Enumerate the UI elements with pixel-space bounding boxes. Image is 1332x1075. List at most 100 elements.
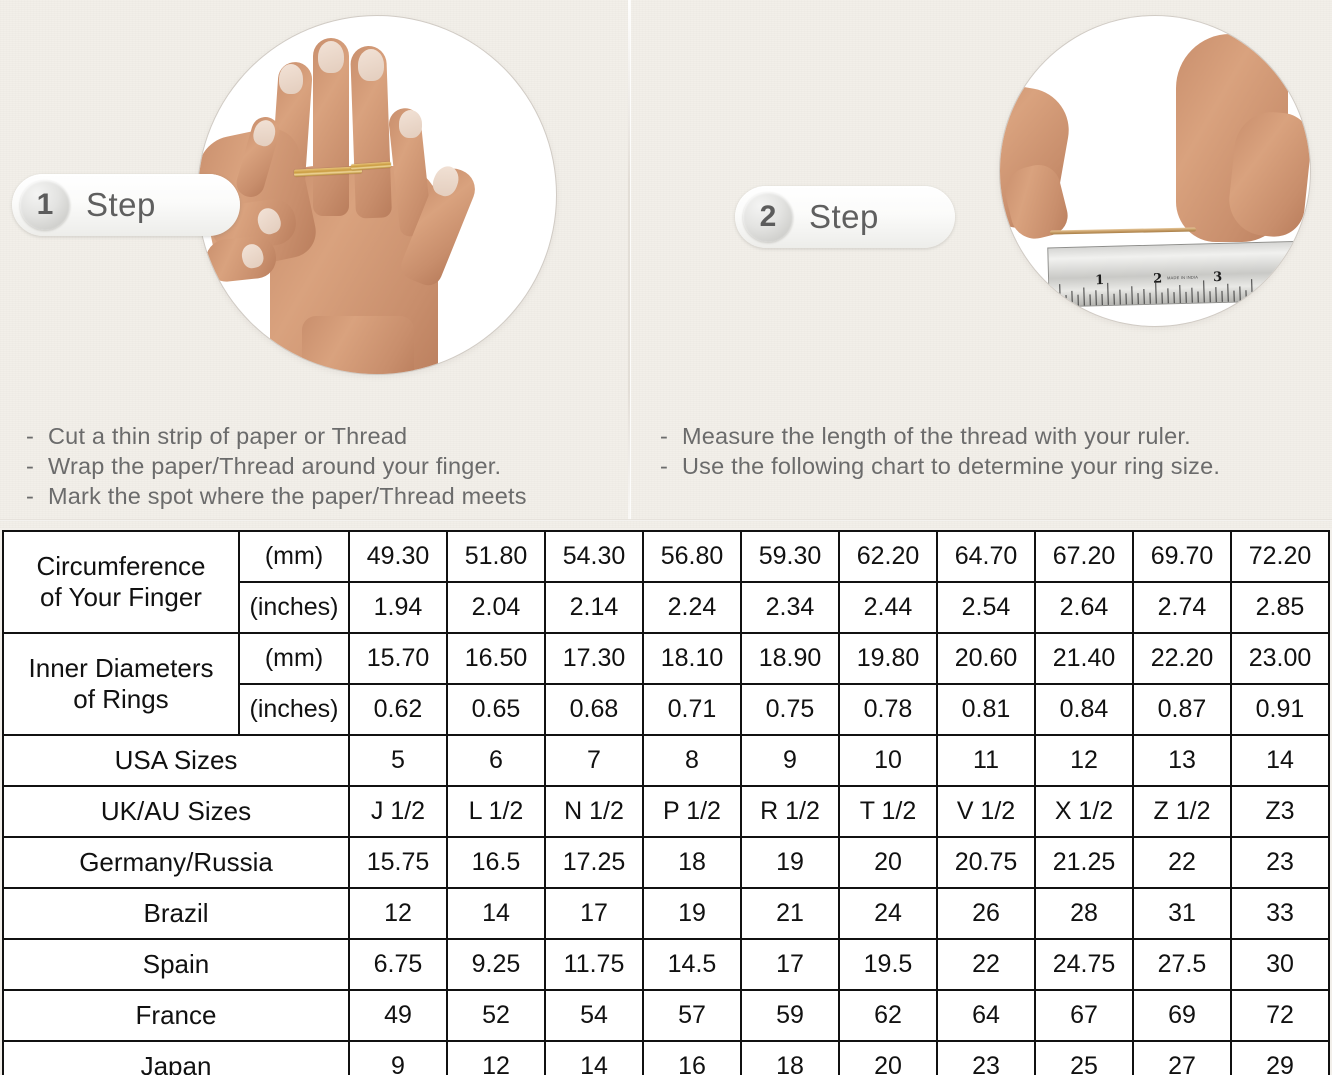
table-row: Circumference of Your Finger (mm) 49.30 51.8… [2,530,1330,634]
cell-brazil-4: 19 [642,887,742,940]
step-1-badge: 1 Step [12,174,240,236]
cell-inner-diameters-of-rings-4: 0.71 [642,683,742,736]
cell-inner-diameters-of-rings-2: 16.50 [446,632,546,685]
cell-inner-diameters-of-rings-1: 15.70 [348,632,448,685]
cell-inner-diameters-of-rings-7: 20.60 [936,632,1036,685]
cell-circumference-of-your-finger-2: 2.04 [446,581,546,634]
bullet-dash: - [660,453,669,479]
cell-brazil-6: 24 [838,887,938,940]
cell-usa-sizes-3: 7 [544,734,644,787]
cell-circumference-of-your-finger-3: 54.30 [544,530,644,583]
cell-circumference-of-your-finger-6: 62.20 [838,530,938,583]
table-row: France 49 52 54 57 59 62 64 67 69 72 [2,989,1330,1042]
instruction-text: Mark the spot where the paper/Thread mee… [48,483,527,509]
cell-uk-au-sizes-3: N 1/2 [544,785,644,838]
ruler-icon: 1 2 3 MADE IN INDIA [1047,240,1310,308]
cell-spain-5: 17 [740,938,840,991]
thread-icon [1049,227,1197,235]
cell-france-3: 54 [544,989,644,1042]
cell-spain-9: 27.5 [1132,938,1232,991]
table-row: Spain 6.75 9.25 11.75 14.5 17 19.5 22 24.75 27.5 3… [2,938,1330,991]
row-label-usa-sizes: USA Sizes [2,734,350,787]
cell-brazil-3: 17 [544,887,644,940]
hand-illustration [198,16,556,374]
cell-france-10: 72 [1230,989,1330,1042]
row-label-line: Inner Diameters [28,653,214,683]
cell-circumference-of-your-finger-1: 49.30 [348,530,448,583]
instruction-text: Cut a thin strip of paper or Thread [48,423,408,449]
instruction-line: - Use the following chart to determine y… [660,451,1320,481]
cell-inner-diameters-of-rings-6: 0.78 [838,683,938,736]
hand-with-ring-photo [198,16,556,374]
cell-inner-diameters-of-rings-9: 0.87 [1132,683,1232,736]
cell-spain-1: 6.75 [348,938,448,991]
row-label-line: of Rings [73,684,169,714]
cell-brazil-10: 33 [1230,887,1330,940]
cell-inner-diameters-of-rings-9: 22.20 [1132,632,1232,685]
cell-inner-diameters-of-rings-6: 19.80 [838,632,938,685]
cell-circumference-of-your-finger-7: 64.70 [936,530,1036,583]
cell-uk-au-sizes-2: L 1/2 [446,785,546,838]
table-row: Japan 9 12 14 16 18 20 23 25 27 29 [2,1040,1330,1075]
cell-circumference-of-your-finger-8: 67.20 [1034,530,1134,583]
cell-inner-diameters-of-rings-1: 0.62 [348,683,448,736]
cell-inner-diameters-of-rings-7: 0.81 [936,683,1036,736]
cell-spain-2: 9.25 [446,938,546,991]
row-unit: (mm) [238,530,350,583]
cell-brazil-5: 21 [740,887,840,940]
step-1-instructions: - Cut a thin strip of paper or Thread - … [26,421,626,511]
cell-brazil-7: 26 [936,887,1036,940]
cell-inner-diameters-of-rings-3: 17.30 [544,632,644,685]
cell-uk-au-sizes-4: P 1/2 [642,785,742,838]
row-unit: (inches) [238,683,350,736]
row-label-uk-au-sizes: UK/AU Sizes [2,785,350,838]
cell-inner-diameters-of-rings-5: 18.90 [740,632,840,685]
cell-usa-sizes-5: 9 [740,734,840,787]
cell-japan-4: 16 [642,1040,742,1075]
cell-japan-6: 20 [838,1040,938,1075]
cell-germany-russia-1: 15.75 [348,836,448,889]
cell-inner-diameters-of-rings-3: 0.68 [544,683,644,736]
step-2-number: 2 [743,192,793,242]
cell-usa-sizes-8: 12 [1034,734,1134,787]
instruction-text: Use the following chart to determine you… [682,453,1221,479]
cell-japan-10: 29 [1230,1040,1330,1075]
cell-germany-russia-2: 16.5 [446,836,546,889]
cell-inner-diameters-of-rings-10: 0.91 [1230,683,1330,736]
cell-spain-7: 22 [936,938,1036,991]
cell-circumference-of-your-finger-5: 59.30 [740,530,840,583]
cell-uk-au-sizes-6: T 1/2 [838,785,938,838]
cell-germany-russia-4: 18 [642,836,742,889]
table-row: Inner Diameters of Rings (mm) 15.70 16.50 17.… [2,632,1330,736]
cell-germany-russia-7: 20.75 [936,836,1036,889]
cell-japan-5: 18 [740,1040,840,1075]
cell-inner-diameters-of-rings-10: 23.00 [1230,632,1330,685]
cell-france-2: 52 [446,989,546,1042]
cell-uk-au-sizes-7: V 1/2 [936,785,1036,838]
cell-circumference-of-your-finger-4: 2.24 [642,581,742,634]
cell-circumference-of-your-finger-4: 56.80 [642,530,742,583]
cell-france-1: 49 [348,989,448,1042]
step-2-label: Step [809,198,879,235]
cell-germany-russia-3: 17.25 [544,836,644,889]
step-1-number: 1 [20,180,70,230]
cell-france-5: 59 [740,989,840,1042]
cell-usa-sizes-1: 5 [348,734,448,787]
row-label-line: Circumference [36,551,206,581]
table-row: (inches) 0.62 0.65 0.68 0.71 0.75 0.78 0.81 0.84… [3,683,1330,736]
cell-inner-diameters-of-rings-8: 21.40 [1034,632,1134,685]
cell-germany-russia-10: 23 [1230,836,1330,889]
instruction-line: - Cut a thin strip of paper or Thread [26,421,626,451]
cell-brazil-1: 12 [348,887,448,940]
cell-uk-au-sizes-1: J 1/2 [348,785,448,838]
cell-france-6: 62 [838,989,938,1042]
section-divider [0,519,1332,521]
instruction-line: - Mark the spot where the paper/Thread m… [26,481,626,511]
cell-germany-russia-5: 19 [740,836,840,889]
cell-france-8: 67 [1034,989,1134,1042]
cell-uk-au-sizes-10: Z3 [1230,785,1330,838]
table-row: Brazil 12 14 17 19 21 24 26 28 31 33 [2,887,1330,940]
cell-circumference-of-your-finger-10: 2.85 [1230,581,1330,634]
row-label-germany-russia: Germany/Russia [2,836,350,889]
